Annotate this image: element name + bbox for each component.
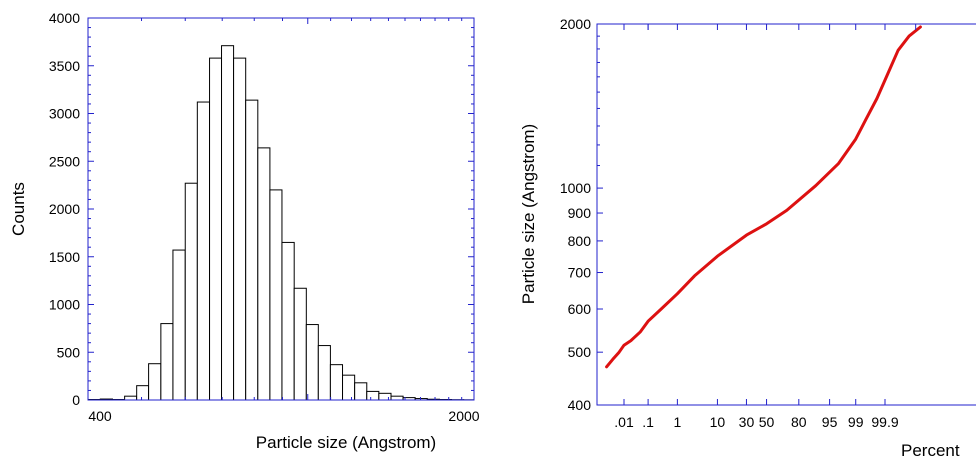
histogram-bar <box>293 287 307 401</box>
probability-plot-y-tick-label: 900 <box>568 205 592 221</box>
histogram-x-axis-label: Particle size (Angstrom) <box>256 433 436 452</box>
histogram-bar <box>233 57 247 401</box>
probability-plot-x-tick-label: 30 <box>739 414 755 430</box>
probability-plot-ticks: 400 500 600 700 800 900 1000 2000 .01 .1 1 10 30 50 80… <box>560 16 917 430</box>
histogram-ticks: 0 500 1000 1500 2000 2500 3000 3500 4000 400 2000 <box>49 10 480 424</box>
histogram-bar <box>366 390 380 401</box>
histogram-bar <box>354 382 368 401</box>
probability-plot-x-tick-label: 99.9 <box>871 414 898 430</box>
histogram-bar <box>221 45 235 401</box>
histogram-y-tick-label: 1500 <box>49 249 80 265</box>
histogram-bar <box>172 249 186 401</box>
probability-plot-series-line <box>605 25 922 369</box>
histogram-bar <box>317 345 331 401</box>
histogram-bar <box>245 99 259 401</box>
probability-plot-y-tick-label: 800 <box>568 233 592 249</box>
histogram-y-tick-label: 2500 <box>49 153 80 169</box>
histogram-bar <box>269 189 283 401</box>
histogram-y-tick-label: 500 <box>57 344 81 360</box>
probability-plot-y-tick-label: 1000 <box>560 180 591 196</box>
histogram-y-tick-label: 3000 <box>49 106 80 122</box>
histogram-y-tick-label: 4000 <box>49 10 80 26</box>
histogram-y-tick-label: 0 <box>72 392 80 408</box>
probability-plot-x-tick-label: 10 <box>710 414 726 430</box>
histogram-bar <box>329 364 344 401</box>
probability-plot-x-tick-label: 99 <box>848 414 864 430</box>
histogram-y-axis-label: Counts <box>9 182 28 236</box>
histogram-bar <box>160 323 174 401</box>
histogram-bar <box>136 385 150 401</box>
histogram-bar <box>378 392 392 401</box>
probability-plot-x-axis-label: Percent <box>901 441 960 459</box>
histogram-bar <box>148 363 162 401</box>
probability-plot-x-tick-label: 80 <box>791 414 807 430</box>
histogram-y-tick-label: 1000 <box>49 297 80 313</box>
probability-plot-x-tick-label: .01 <box>614 414 634 430</box>
probability-plot-y-axis-label: Particle size (Angstrom) <box>519 124 538 304</box>
histogram-bar <box>257 147 271 401</box>
histogram-x-tick-label: 2000 <box>448 408 479 424</box>
histogram-y-tick-label: 3500 <box>49 58 80 74</box>
histogram-bar <box>342 374 356 401</box>
probability-plot-y-tick-label: 400 <box>568 397 592 413</box>
histogram-x-tick-label: 400 <box>88 408 112 424</box>
probability-plot-y-tick-label: 500 <box>568 344 592 360</box>
histogram-bar <box>390 395 404 401</box>
probability-plot-chart: 400 500 600 700 800 900 1000 2000 .01 .1 1 10 30 50 80… <box>519 16 976 459</box>
histogram-bar <box>184 182 198 401</box>
histogram-bar <box>196 101 211 401</box>
histogram-bar <box>124 395 138 401</box>
probability-plot-x-tick-label: 1 <box>673 414 681 430</box>
probability-plot-x-tick-label: .1 <box>642 414 654 430</box>
probability-plot-y-tick-label: 600 <box>568 301 592 317</box>
probability-plot-x-tick-label: 50 <box>759 414 775 430</box>
histogram-y-tick-label: 2000 <box>49 201 80 217</box>
probability-plot-y-tick-label: 700 <box>568 265 592 281</box>
histogram-bar <box>209 57 223 401</box>
probability-plot-y-tick-label: 2000 <box>560 16 591 32</box>
probability-plot-frame <box>596 23 976 406</box>
histogram-bar <box>305 324 319 401</box>
probability-plot-x-tick-label: 95 <box>822 414 838 430</box>
histogram-bars <box>87 45 475 401</box>
histogram-bar <box>281 241 295 401</box>
